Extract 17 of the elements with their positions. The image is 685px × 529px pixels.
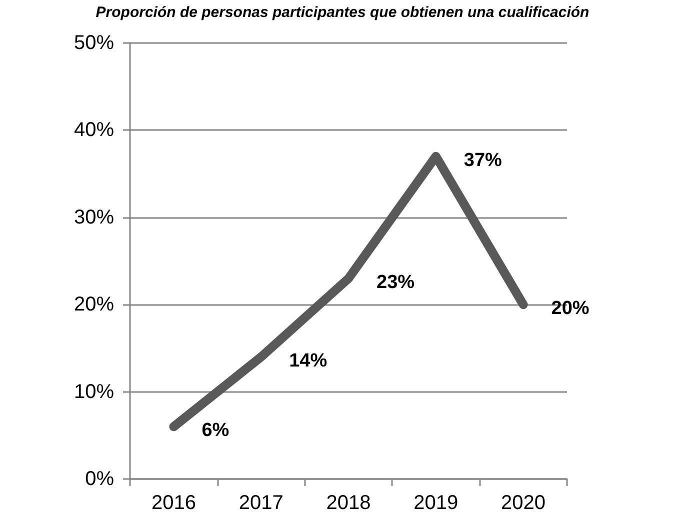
y-tick-label: 10% — [74, 380, 114, 403]
y-tick-label: 40% — [74, 119, 114, 142]
x-tick-label: 2017 — [238, 492, 284, 514]
y-tick-label: 30% — [74, 206, 114, 228]
x-tick-label: 2018 — [326, 492, 371, 514]
x-tick-label: 2016 — [151, 492, 196, 514]
y-tick-label: 20% — [74, 294, 114, 316]
y-tick-label: 50% — [74, 32, 114, 54]
data-label: 14% — [289, 350, 328, 372]
chart-title: Proporción de personas participantes que obtienen una cualificación — [96, 4, 590, 21]
data-label: 6% — [202, 420, 230, 442]
x-tick-label: 2020 — [501, 492, 546, 514]
x-tick-label: 2019 — [414, 492, 458, 514]
y-tick-label: 0% — [85, 468, 114, 490]
data-label: 23% — [376, 272, 415, 293]
data-label: 37% — [464, 150, 502, 171]
data-label: 20% — [551, 298, 590, 320]
